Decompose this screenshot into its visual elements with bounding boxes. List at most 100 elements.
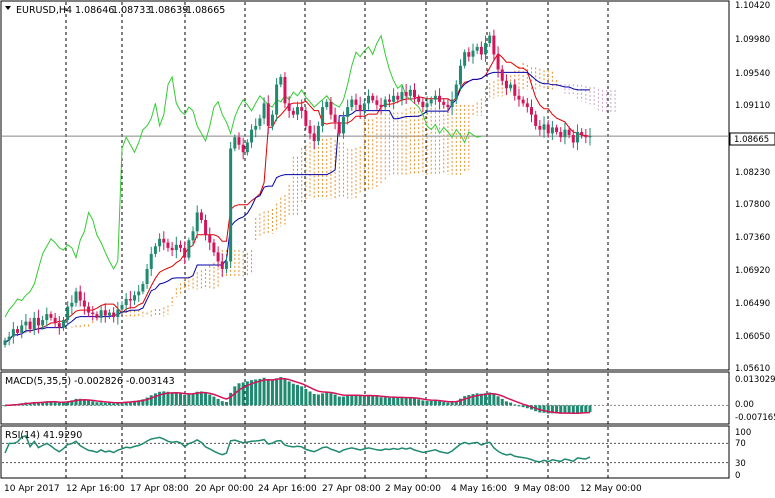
candle-body xyxy=(467,52,471,57)
candle xyxy=(479,41,483,60)
candle-body xyxy=(329,101,333,115)
macd-histogram-bar xyxy=(216,398,220,406)
candle-body xyxy=(174,244,178,251)
price-label: 1.08230 xyxy=(735,168,770,178)
candle-body xyxy=(341,116,345,134)
macd-axis-label: 0.00 xyxy=(735,400,754,410)
candle-body xyxy=(350,99,354,108)
candle-body xyxy=(145,268,149,284)
candle xyxy=(429,96,433,107)
macd-histogram-bar xyxy=(513,404,517,406)
candle xyxy=(212,238,216,257)
candle-body xyxy=(216,252,220,262)
candle xyxy=(36,309,40,334)
candle-body xyxy=(36,317,40,326)
candle xyxy=(400,86,404,106)
candle-body xyxy=(325,101,329,108)
macd-histogram-bar xyxy=(99,402,103,406)
candle xyxy=(32,311,36,336)
macd-histogram-bar xyxy=(128,401,132,406)
macd-histogram-bar xyxy=(509,402,513,406)
macd-histogram-bar xyxy=(32,401,36,406)
macd-histogram-bar xyxy=(312,393,316,406)
candle-body xyxy=(254,125,258,130)
candle-body xyxy=(425,103,429,108)
macd-histogram-bar xyxy=(425,400,429,406)
candle xyxy=(141,281,145,295)
price-axis[interactable]: 1.10420 1.09980 1.09540 1.09110 1.08230 … xyxy=(735,1,770,374)
macd-histogram-bar xyxy=(49,401,53,406)
candle-body xyxy=(471,50,475,57)
macd-histogram-bar xyxy=(3,405,7,407)
candle xyxy=(563,122,567,145)
candle xyxy=(20,319,24,339)
candle xyxy=(158,233,162,252)
rsi-axis-label: 0 xyxy=(735,471,740,481)
current-price-label: 1.08665 xyxy=(734,135,769,145)
candle xyxy=(442,98,446,109)
macd-histogram-bar xyxy=(57,402,61,406)
candle-body xyxy=(116,309,120,318)
ohlc-low: 1.08639 xyxy=(149,5,188,16)
candle xyxy=(254,118,258,138)
macd-histogram-bar xyxy=(82,399,86,406)
rsi-axis-label: 30 xyxy=(735,459,746,469)
candle xyxy=(241,137,245,160)
candle xyxy=(87,302,91,317)
candle-body xyxy=(308,125,312,134)
candle xyxy=(57,316,61,335)
rsi-title: RSI(14) 41.9290 xyxy=(5,430,82,441)
candle xyxy=(404,83,408,104)
time-axis[interactable]: 10 Apr 2017 12 Apr 16:00 17 Apr 08:00 20… xyxy=(4,484,642,494)
candle xyxy=(300,99,304,119)
macd-histogram-bar xyxy=(588,405,592,413)
macd-histogram-bar xyxy=(367,395,371,406)
macd-histogram-bar xyxy=(584,405,588,413)
macd-histogram-bar xyxy=(191,393,195,406)
macd-histogram-bar xyxy=(442,401,446,406)
macd-histogram-bar xyxy=(559,405,563,414)
symbol-dropdown-icon[interactable] xyxy=(5,6,11,10)
candle-body xyxy=(87,306,91,313)
candle xyxy=(584,128,588,144)
candle xyxy=(187,237,191,261)
macd-histogram-bar xyxy=(500,398,504,406)
candle xyxy=(392,88,396,110)
macd-histogram-bar xyxy=(300,386,304,406)
candle-body xyxy=(559,131,563,138)
macd-histogram-bar xyxy=(208,394,212,406)
macd-histogram-bar xyxy=(408,397,412,406)
candle-body xyxy=(513,84,517,96)
macd-histogram-bar xyxy=(337,396,341,406)
candle-body xyxy=(492,35,496,55)
candle xyxy=(224,257,228,274)
macd-histogram-bar xyxy=(87,400,91,406)
macd-histogram-bar xyxy=(488,392,492,406)
candle xyxy=(588,127,592,146)
candle-body xyxy=(496,54,500,70)
candle-body xyxy=(550,127,554,134)
macd-histogram-bar xyxy=(124,401,128,406)
candle xyxy=(413,83,416,104)
candle-body xyxy=(400,92,404,100)
candle xyxy=(78,285,82,307)
time-label: 9 May 08:00 xyxy=(514,484,570,494)
candle xyxy=(463,49,467,69)
candle xyxy=(375,95,379,110)
candle-body xyxy=(28,321,32,330)
macd-histogram-bar xyxy=(555,405,559,414)
candle xyxy=(124,293,128,312)
candle xyxy=(279,74,283,88)
candle xyxy=(341,111,345,139)
macd-histogram-bar xyxy=(580,405,584,413)
macd-histogram-bar xyxy=(36,402,40,406)
candle xyxy=(354,93,358,111)
candle-body xyxy=(321,107,325,126)
candle-body xyxy=(149,253,153,269)
candle xyxy=(450,91,454,116)
candle xyxy=(387,94,391,108)
candle xyxy=(421,96,425,112)
candle-body xyxy=(379,104,383,108)
candle-body xyxy=(404,92,408,96)
